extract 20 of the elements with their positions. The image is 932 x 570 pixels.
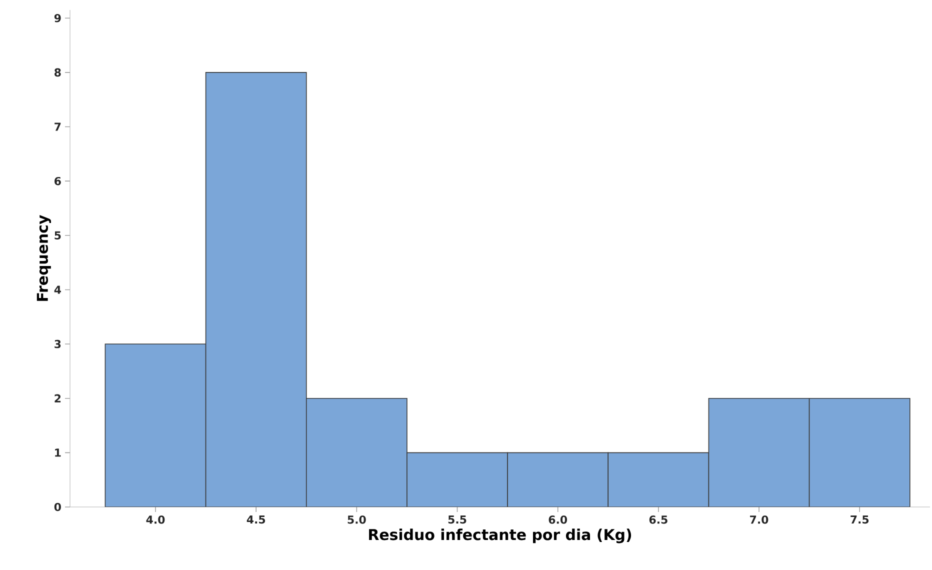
x-axis-title: Residuo infectante por dia (Kg) <box>369 528 632 544</box>
y-tick-label: 6 <box>54 176 61 186</box>
y-tick-label: 7 <box>54 122 61 131</box>
x-tick-label: 6.0 <box>548 516 568 524</box>
y-axis-title: Frequency <box>36 215 52 301</box>
x-tick-label: 7.5 <box>850 516 869 524</box>
x-tick-label: 5.0 <box>348 516 366 524</box>
x-tick-label: 4.5 <box>246 516 266 524</box>
x-tick-label: 4.0 <box>146 516 165 524</box>
y-tick-label: 8 <box>54 68 61 77</box>
y-tick-label: 0 <box>54 502 61 512</box>
y-tick-label: 4 <box>54 286 61 294</box>
x-tick-label: 5.5 <box>448 516 466 524</box>
y-tick-label: 1 <box>55 448 61 457</box>
y-tick-label: 9 <box>54 14 61 22</box>
x-tick-label: 7.0 <box>750 516 768 524</box>
y-tick-label: 3 <box>54 340 61 348</box>
y-tick-label: 2 <box>54 394 61 402</box>
x-tick-label: 6.5 <box>649 516 668 524</box>
y-tick-label: 5 <box>54 231 61 240</box>
